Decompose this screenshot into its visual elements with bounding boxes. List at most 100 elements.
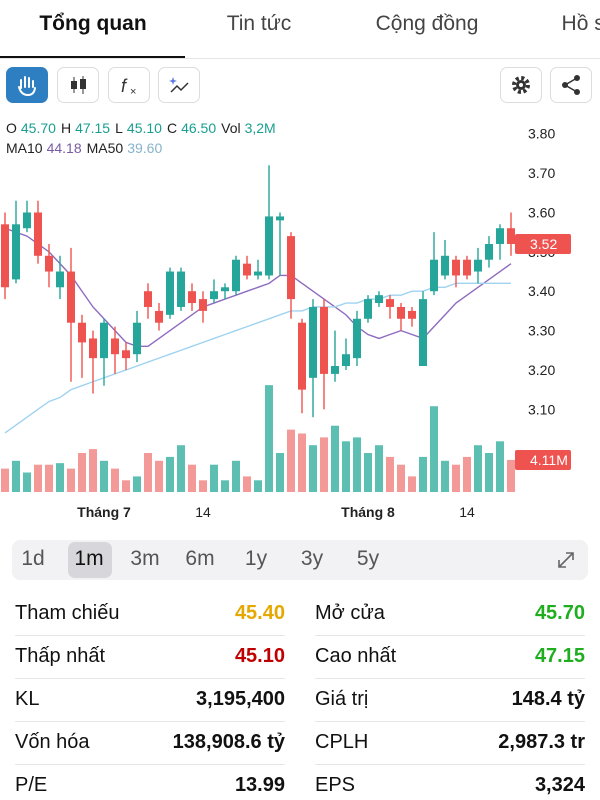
range-button[interactable]: 3y: [300, 547, 324, 570]
candle-body: [232, 259, 240, 292]
candle-body: [221, 287, 229, 292]
tab[interactable]: Tin tức: [226, 12, 292, 35]
candle-body: [56, 271, 64, 288]
candle-body: [144, 291, 152, 307]
volume-bar: [265, 385, 273, 492]
price-tag-label: 3.52: [530, 236, 557, 252]
candle-body: [276, 216, 284, 221]
ma-header: MA10 44.18 MA50 39.60: [6, 140, 167, 156]
share-button[interactable]: [550, 67, 592, 103]
candle-body: [320, 306, 328, 374]
ohlc-value: 46.50: [181, 120, 217, 136]
candle-body: [342, 354, 350, 367]
y-tick-label: 3.30: [528, 323, 555, 339]
stat-label: Cao nhất: [315, 645, 397, 667]
candle-body: [155, 310, 163, 323]
volume-bar: [452, 464, 460, 492]
x-tick-label: 14: [459, 504, 475, 520]
ohlc-value: 3,2M: [244, 120, 276, 136]
candle-body: [188, 291, 196, 304]
settings-button[interactable]: [500, 67, 542, 103]
stat-value: 45.70: [534, 602, 585, 624]
ohlc-label: H: [60, 120, 72, 136]
candle-body: [122, 350, 130, 359]
volume-bar: [111, 468, 119, 492]
candle-body: [507, 228, 515, 244]
ohlc-label: Vol: [221, 120, 241, 136]
volume-bar: [45, 464, 53, 492]
stat-label: Tham chiếu: [15, 602, 120, 624]
y-tick-label: 3.40: [528, 283, 555, 299]
volume-bar: [287, 429, 295, 492]
candle-body: [243, 263, 251, 276]
volume-bar: [408, 476, 416, 492]
volume-bar: [430, 406, 438, 492]
stat-label: EPS: [315, 774, 356, 796]
range-button[interactable]: 5y: [356, 547, 380, 570]
volume-bar: [199, 480, 207, 492]
range-button[interactable]: 1y: [244, 547, 268, 570]
volume-bar: [419, 456, 427, 492]
volume-bar: [232, 460, 240, 492]
candle-body: [364, 299, 372, 319]
candle-body: [210, 291, 218, 300]
ohlc-header: O 45.70 H 47.15 L 45.10 C 46.50 Vol 3,2M: [6, 120, 281, 136]
volume-bar: [221, 480, 229, 492]
candle-body: [375, 295, 383, 304]
x-tick-label: 14: [195, 504, 211, 520]
candle-body: [452, 259, 460, 276]
tab[interactable]: Hồ sơ: [561, 12, 600, 35]
svg-text:f: f: [121, 76, 128, 96]
range-button[interactable]: 3m: [130, 547, 160, 570]
y-tick-label: 3.10: [528, 401, 555, 417]
volume-bar: [188, 464, 196, 492]
tab[interactable]: Cộng đồng: [375, 12, 479, 35]
candle-body: [67, 271, 75, 323]
volume-bar: [353, 437, 361, 492]
range-button[interactable]: 1d: [21, 547, 45, 570]
volume-bar: [177, 445, 185, 492]
volume-bar: [375, 445, 383, 492]
ma-label: MA50: [86, 140, 124, 156]
pan-tool[interactable]: [6, 67, 48, 103]
stat-row: P/E 13.99: [15, 764, 285, 800]
candle-body: [23, 212, 31, 229]
stat-row: Thấp nhất 45.10: [15, 635, 285, 679]
volume-bar: [496, 441, 504, 492]
volume-bar: [56, 463, 64, 492]
stat-label: P/E: [15, 774, 48, 796]
expand-button[interactable]: [554, 548, 578, 572]
volume-bar: [89, 449, 97, 492]
volume-bar: [298, 433, 306, 492]
x-tick-label: Tháng 7: [77, 504, 131, 520]
volume-bar: [210, 464, 218, 492]
y-tick-label: 3.60: [528, 204, 555, 220]
volume-bar: [474, 445, 482, 492]
ohlc-label: O: [6, 120, 17, 136]
ohlc-label: L: [115, 120, 123, 136]
ohlc-value: 47.15: [75, 120, 111, 136]
range-button[interactable]: 1m: [74, 547, 104, 570]
stat-row: Vốn hóa 138,908.6 tỷ: [15, 721, 285, 765]
volume-bar: [133, 476, 141, 492]
candle-body: [441, 255, 449, 276]
volume-bar: [34, 464, 42, 492]
candle-body: [496, 228, 504, 244]
ai-tool[interactable]: [158, 67, 200, 103]
candle-tool[interactable]: [57, 67, 99, 103]
indicator-tool[interactable]: f ×: [108, 67, 150, 103]
range-active-bg: [68, 542, 112, 578]
volume-bar: [507, 459, 515, 492]
candle-body: [331, 366, 339, 374]
volume-bar: [67, 468, 75, 492]
tab[interactable]: Tổng quan: [39, 12, 147, 35]
stat-row: Mở cửa 45.70: [315, 592, 585, 636]
range-button[interactable]: 6m: [185, 547, 215, 570]
volume-bar: [276, 453, 284, 492]
stat-label: Giá trị: [315, 688, 369, 710]
volume-bar: [463, 456, 471, 492]
ma-value: 39.60: [127, 140, 163, 156]
candle-body: [485, 243, 493, 260]
stat-value: 3,324: [534, 774, 585, 796]
candle-body: [166, 271, 174, 315]
